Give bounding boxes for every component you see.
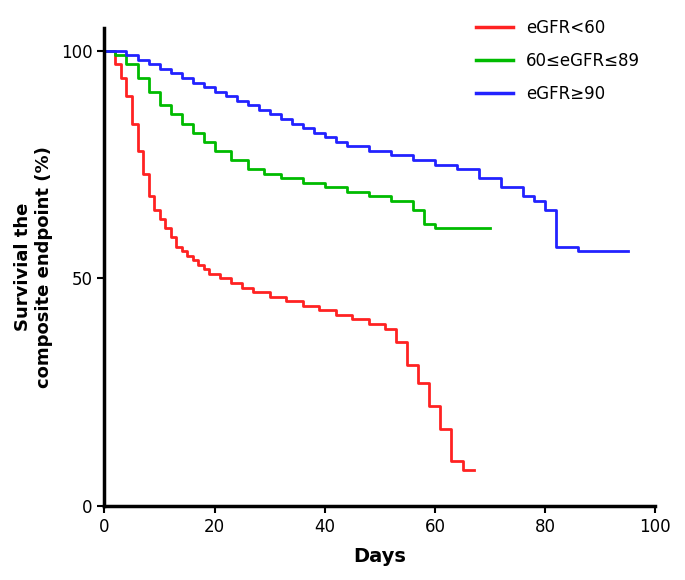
Y-axis label: Survivial the
composite endpoint (%): Survivial the composite endpoint (%) (14, 146, 53, 388)
X-axis label: Days: Days (353, 547, 406, 566)
Legend: eGFR<60, 60≤eGFR≤89, eGFR≥90: eGFR<60, 60≤eGFR≤89, eGFR≥90 (470, 12, 647, 110)
